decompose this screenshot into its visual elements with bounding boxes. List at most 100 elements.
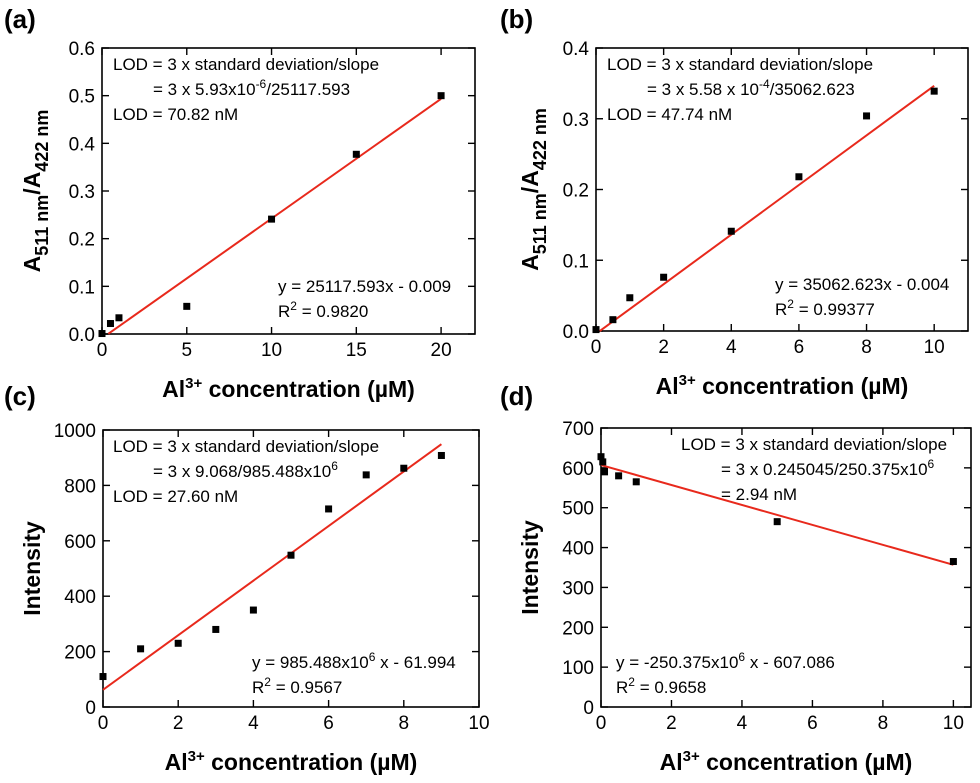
data-point [99,673,107,681]
x-tick-label: 10 [261,340,282,361]
data-point [115,314,123,322]
y-axis-title-sub: 511 nm [32,195,52,256]
y-axis-title-sub: 511 nm [530,193,550,254]
y-tick-label: 400 [64,587,96,608]
regression-equation: y = -250.375x106 x - 607.086 [616,650,835,672]
x-tick-label: 20 [431,340,452,361]
x-tick-label: 2 [173,713,184,734]
data-point [352,150,360,158]
lod-calculation-text: = 3 x 9.068/985.488x10 [153,462,331,481]
regression-equation: y = 35062.623x - 0.004 [775,275,949,294]
data-point [773,518,781,526]
x-axis-title: Al3+ concentration (µM) [165,748,418,775]
r-squared-sup: 2 [290,299,297,313]
x-tick-label: 10 [943,713,964,734]
lod-formula: LOD = 3 x standard deviation/slope [113,437,379,456]
panel-label: (c) [4,381,36,411]
r-squared: R2 = 0.9567 [252,675,342,697]
chart-panel-a: (a) 0 5 10 15 20 0.0 0.1 0.2 0.3 0.4 0.5 0.6 Al3+ con… [4,4,476,402]
chart-panel-b: (b) 0 2 4 6 8 10 0.0 0.1 0.2 0.3 0.4 Al3+ concentrat… [500,4,969,399]
x-tick-label: 6 [323,713,334,734]
y-tick-label: 0.0 [563,322,589,343]
y-axis-title-text: A [517,254,543,271]
y-axis-title-text: /A [517,170,543,193]
x-axis-title-text: Al [162,376,185,402]
data-point [137,645,145,653]
r-squared-text: R [616,678,628,697]
y-tick-label: 0.0 [69,325,95,346]
lod-calculation-sup: 6 [331,459,338,473]
y-axis-title-text: A [19,256,45,273]
lod-calculation: = 3 x 5.58 x 10-4/35062.623 [647,77,855,99]
data-point [287,551,295,559]
r-squared-text: = 0.9820 [297,302,368,321]
data-point [592,326,600,334]
y-tick-label: 0 [583,698,594,719]
plot-frame [102,429,480,708]
regression-equation-text: y = 985.488x10 [252,653,369,672]
x-tick-label: 0 [596,713,607,734]
lod-calculation-text: = 3 x 5.93x10 [153,80,256,99]
r-squared-text: R [252,678,264,697]
lod-calculation-sup: -6 [256,77,267,91]
x-axis-title-text: concentration (µM) [205,749,418,775]
y-tick-label: 0.2 [69,230,95,251]
regression-equation-text: y = -250.375x10 [616,653,738,672]
y-tick-label: 1000 [54,421,96,442]
data-point [930,87,938,95]
y-axis-title-text: /A [19,172,45,195]
lod-formula: LOD = 3 x standard deviation/slope [607,55,873,74]
y-tick-label: 0.4 [563,39,590,60]
x-tick-label: 2 [666,713,677,734]
x-axis-title: Al3+ concentration (µM) [660,748,913,775]
lod-calculation: = 3 x 9.068/985.488x106 [153,459,338,481]
x-tick-label: 5 [181,340,192,361]
x-tick-label: 8 [399,713,410,734]
data-point [609,316,617,324]
data-point [599,458,607,466]
y-axis-title-sub: 422 nm [530,108,550,170]
data-point [626,294,634,302]
lod-calculation-text: /35062.623 [770,80,855,99]
lod-result: LOD = 47.74 nM [607,105,732,124]
lod-calculation-text: = 3 x 0.245045/250.375x10 [721,460,928,479]
regression-equation-sup: 6 [369,650,376,664]
y-tick-label: 700 [562,419,594,440]
lod-result: = 2.94 nM [721,485,797,504]
panel-label: (a) [4,4,36,34]
x-axis-title-text: concentration (µM) [202,376,415,402]
data-point [727,227,735,235]
lod-calculation-sup: 6 [928,457,935,471]
x-axis-title-text: concentration (µM) [700,749,913,775]
y-tick-label: 600 [562,459,594,480]
x-tick-label: 6 [794,337,805,358]
x-tick-label: 4 [248,713,259,734]
data-point [106,320,114,328]
data-point [437,92,445,100]
x-axis-title-sup: 3+ [188,748,205,765]
data-point [795,173,803,181]
data-point [212,625,220,633]
regression-equation-text: x - 607.086 [745,653,835,672]
x-tick-label: 6 [807,713,818,734]
y-axis-title-sub: 422 nm [32,110,52,172]
data-point [268,215,276,223]
data-point [949,558,957,566]
data-point [863,112,871,120]
x-tick-label: 10 [468,713,489,734]
r-squared: R2 = 0.9658 [616,675,706,697]
data-point [615,472,623,480]
x-tick-label: 10 [924,337,945,358]
r-squared-text: R [278,302,290,321]
y-axis-title: Intensity [19,521,45,616]
panel-label: (d) [500,381,533,411]
y-tick-label: 800 [64,476,96,497]
y-axis-title: Intensity [517,520,543,615]
r-squared-text: = 0.9567 [271,678,342,697]
y-axis-title: A511 nm/A422 nm [19,110,52,273]
x-tick-label: 15 [346,340,367,361]
y-tick-label: 200 [562,618,594,639]
regression-equation-text: x - 61.994 [375,653,455,672]
